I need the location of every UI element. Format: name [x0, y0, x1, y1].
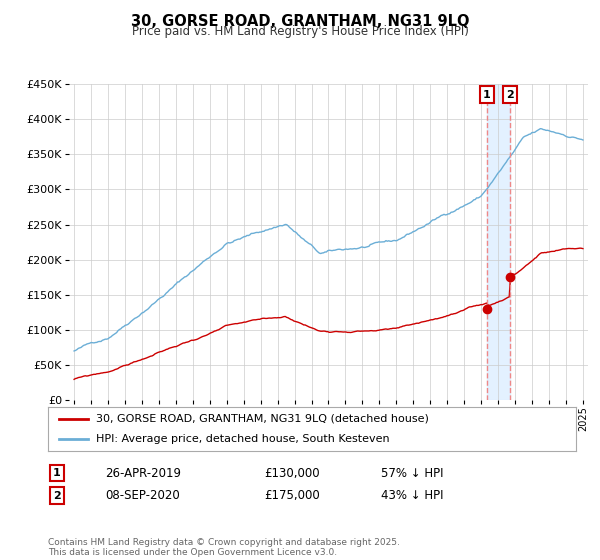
Text: HPI: Average price, detached house, South Kesteven: HPI: Average price, detached house, Sout… — [95, 434, 389, 444]
Text: 57% ↓ HPI: 57% ↓ HPI — [381, 466, 443, 480]
Text: 30, GORSE ROAD, GRANTHAM, NG31 9LQ (detached house): 30, GORSE ROAD, GRANTHAM, NG31 9LQ (deta… — [95, 414, 428, 424]
Text: 30, GORSE ROAD, GRANTHAM, NG31 9LQ: 30, GORSE ROAD, GRANTHAM, NG31 9LQ — [131, 14, 469, 29]
Bar — [487, 84, 510, 400]
Text: 1: 1 — [53, 468, 61, 478]
Text: Price paid vs. HM Land Registry's House Price Index (HPI): Price paid vs. HM Land Registry's House … — [131, 25, 469, 38]
Text: 2: 2 — [53, 491, 61, 501]
Text: 2: 2 — [506, 90, 514, 100]
Text: £175,000: £175,000 — [264, 489, 320, 502]
Text: 43% ↓ HPI: 43% ↓ HPI — [381, 489, 443, 502]
Text: Contains HM Land Registry data © Crown copyright and database right 2025.
This d: Contains HM Land Registry data © Crown c… — [48, 538, 400, 557]
Text: 26-APR-2019: 26-APR-2019 — [105, 466, 181, 480]
Text: £130,000: £130,000 — [264, 466, 320, 480]
Text: 1: 1 — [482, 90, 490, 100]
Text: 08-SEP-2020: 08-SEP-2020 — [105, 489, 180, 502]
